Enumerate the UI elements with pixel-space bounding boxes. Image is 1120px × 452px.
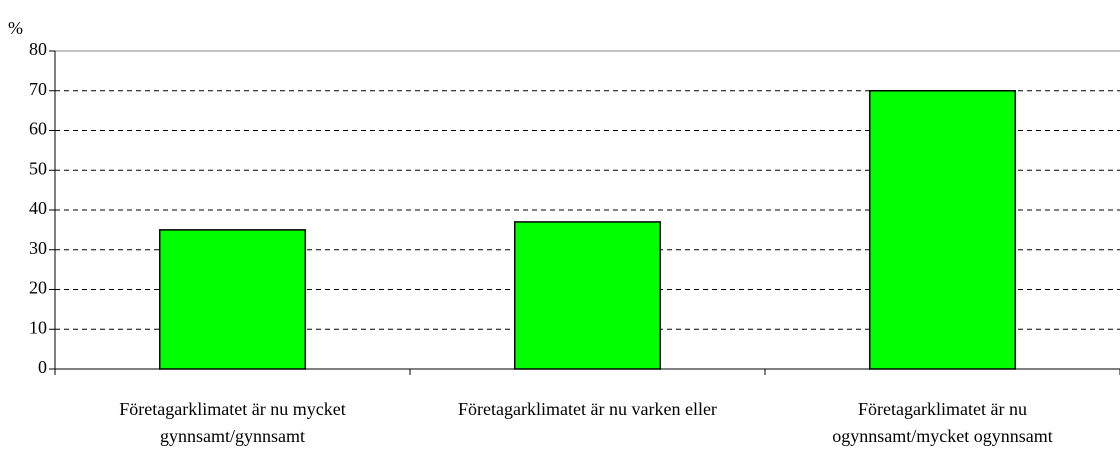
y-tick-label: 80 (29, 39, 47, 59)
y-tick-label: 40 (29, 198, 47, 218)
bar (513, 221, 662, 370)
x-tick-label: Företagarklimatet är nu ogynnsamt/mycket… (832, 399, 1053, 446)
x-tick-label: Företagarklimatet är nu varken eller (458, 399, 717, 419)
y-tick-label: 20 (29, 278, 47, 298)
x-tick-label: Företagarklimatet är nu mycket gynnsamt/… (119, 399, 346, 446)
y-axis-label: % (8, 18, 23, 38)
bar (868, 90, 1017, 370)
y-tick-label: 30 (29, 238, 47, 258)
bar (158, 229, 307, 370)
y-tick-label: 70 (29, 79, 47, 99)
y-tick-label: 50 (29, 158, 47, 178)
y-tick-label: 60 (29, 119, 47, 139)
y-tick-label: 0 (38, 357, 47, 377)
y-tick-label: 10 (29, 317, 47, 337)
